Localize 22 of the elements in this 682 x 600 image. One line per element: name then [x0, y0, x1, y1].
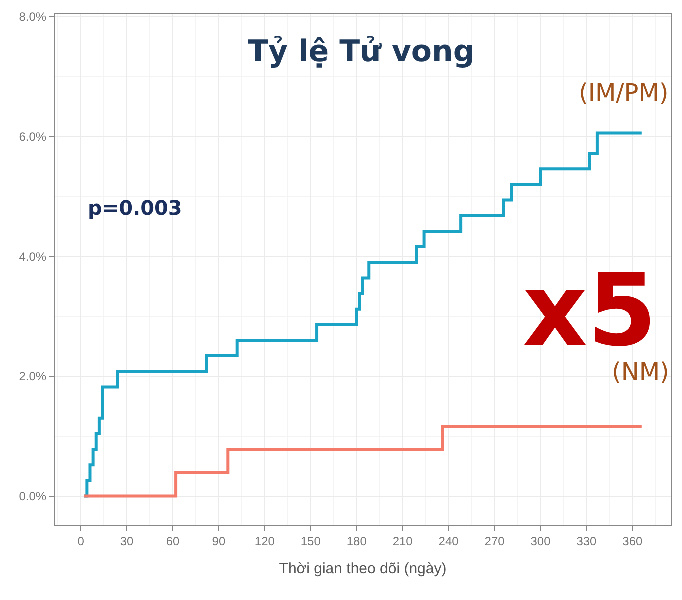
x-tick-label: 210 [392, 534, 414, 548]
x-tick-label: 60 [166, 534, 180, 548]
y-tick-label: 6.0% [19, 130, 47, 144]
x-tick-label: 330 [576, 534, 598, 548]
x-tick-label: 180 [346, 534, 368, 548]
x-tick-label: 300 [530, 534, 552, 548]
x-tick-label: 150 [300, 534, 322, 548]
x-tick-label: 270 [484, 534, 506, 548]
y-tick-label: 8.0% [19, 10, 47, 24]
x-axis-title: Thời gian theo dõi (ngày) [279, 560, 447, 578]
x-tick-label: 120 [254, 534, 276, 548]
x-tick-label: 90 [212, 534, 226, 548]
x-tick-label: 240 [438, 534, 460, 548]
x-tick-label: 0 [78, 534, 85, 548]
annotation: p=0.003 [88, 196, 182, 220]
series-label: (IM/PM) [579, 79, 669, 107]
x-tick-label: 360 [622, 534, 644, 548]
y-tick-label: 4.0% [19, 250, 47, 264]
y-tick-label: 0.0% [19, 489, 47, 504]
x-tick-label: 30 [120, 534, 134, 548]
text: Tỷ lệ Tử vong [248, 34, 475, 70]
y-tick-label: 2.0% [19, 370, 47, 384]
